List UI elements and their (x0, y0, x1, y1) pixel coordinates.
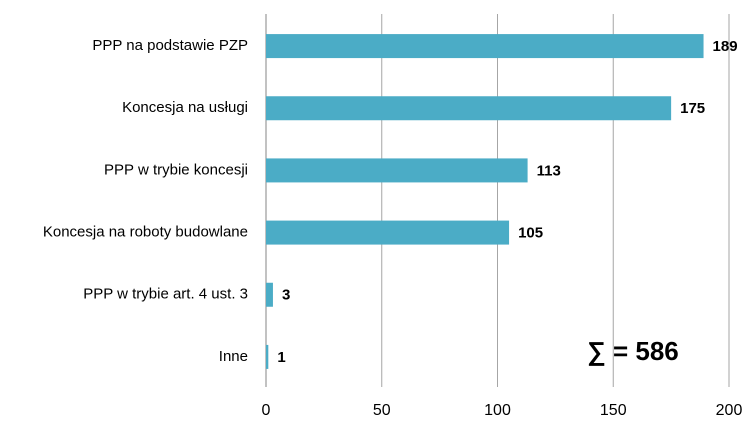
y-tick-label: Koncesja na usługi (122, 99, 248, 116)
x-tick-label: 150 (600, 402, 627, 419)
annotation: ∑ = 586 (587, 336, 679, 366)
y-tick-label: Koncesja na roboty budowlane (43, 224, 248, 241)
y-tick-label: PPP w trybie art. 4 ust. 3 (83, 286, 248, 303)
bar (266, 158, 528, 183)
y-tick-label: Inne (219, 348, 248, 365)
bar (266, 96, 672, 121)
y-tick-label: PPP na podstawie PZP (92, 37, 248, 54)
bar (266, 34, 704, 59)
data-label: 189 (713, 38, 738, 55)
x-tick-label: 50 (373, 402, 391, 419)
bar (266, 220, 510, 245)
x-tick-label: 0 (262, 402, 271, 419)
x-tick-label: 200 (716, 402, 743, 419)
x-tick-label: 100 (484, 402, 511, 419)
bar (266, 344, 269, 369)
data-label: 1 (277, 349, 285, 366)
data-label: 175 (680, 100, 705, 117)
data-label: 3 (282, 287, 290, 304)
data-label: 113 (537, 162, 561, 179)
data-label: 105 (518, 225, 543, 242)
bar (266, 282, 273, 307)
y-tick-label: PPP w trybie koncesji (104, 161, 248, 178)
